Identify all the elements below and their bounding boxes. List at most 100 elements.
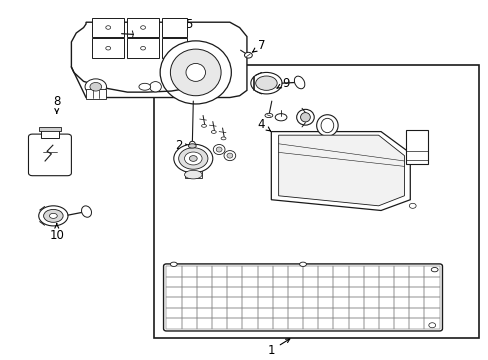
Text: 10: 10 bbox=[49, 224, 64, 242]
Ellipse shape bbox=[255, 76, 277, 90]
Bar bbox=[212, 276, 227, 287]
Ellipse shape bbox=[90, 82, 102, 91]
Ellipse shape bbox=[184, 152, 202, 165]
Bar bbox=[166, 287, 181, 297]
Ellipse shape bbox=[216, 147, 222, 152]
Bar bbox=[333, 308, 348, 318]
Bar bbox=[424, 297, 439, 308]
Ellipse shape bbox=[185, 63, 205, 81]
Bar bbox=[424, 276, 439, 287]
Bar bbox=[287, 308, 303, 318]
Bar bbox=[408, 276, 424, 287]
Bar bbox=[303, 287, 318, 297]
Bar bbox=[92, 39, 124, 58]
Bar bbox=[406, 130, 427, 164]
Bar bbox=[92, 18, 124, 37]
Polygon shape bbox=[278, 135, 404, 206]
Bar bbox=[196, 308, 212, 318]
Bar bbox=[318, 287, 333, 297]
Bar bbox=[242, 297, 257, 308]
Bar bbox=[363, 318, 378, 329]
Bar bbox=[196, 287, 212, 297]
Bar bbox=[166, 318, 181, 329]
Bar bbox=[212, 287, 227, 297]
Bar bbox=[348, 318, 363, 329]
Bar bbox=[272, 318, 287, 329]
Ellipse shape bbox=[170, 262, 177, 266]
Bar bbox=[378, 318, 393, 329]
Ellipse shape bbox=[189, 141, 195, 147]
Bar bbox=[272, 266, 287, 276]
Ellipse shape bbox=[226, 153, 232, 158]
Bar bbox=[181, 266, 196, 276]
Text: 7: 7 bbox=[252, 39, 265, 52]
Bar bbox=[287, 297, 303, 308]
Bar bbox=[424, 318, 439, 329]
Bar bbox=[318, 318, 333, 329]
Ellipse shape bbox=[184, 170, 202, 179]
Bar bbox=[181, 308, 196, 318]
Ellipse shape bbox=[275, 114, 286, 121]
Bar bbox=[257, 297, 272, 308]
Bar bbox=[257, 276, 272, 287]
Ellipse shape bbox=[299, 262, 306, 266]
Bar bbox=[378, 308, 393, 318]
Bar bbox=[378, 297, 393, 308]
Bar bbox=[242, 266, 257, 276]
Bar bbox=[181, 276, 196, 287]
Bar bbox=[272, 287, 287, 297]
Bar bbox=[318, 276, 333, 287]
Ellipse shape bbox=[188, 144, 196, 148]
Bar bbox=[272, 308, 287, 318]
Ellipse shape bbox=[428, 323, 435, 328]
Bar bbox=[303, 308, 318, 318]
Ellipse shape bbox=[244, 52, 252, 58]
Bar bbox=[227, 266, 242, 276]
Bar bbox=[242, 276, 257, 287]
Bar bbox=[242, 287, 257, 297]
Bar bbox=[184, 171, 202, 178]
Bar bbox=[162, 18, 187, 37]
Bar bbox=[196, 318, 212, 329]
Bar bbox=[318, 297, 333, 308]
Ellipse shape bbox=[81, 206, 91, 217]
Bar bbox=[181, 287, 196, 297]
Bar bbox=[181, 297, 196, 308]
Bar bbox=[212, 297, 227, 308]
Bar bbox=[363, 308, 378, 318]
Bar bbox=[333, 276, 348, 287]
Bar bbox=[318, 308, 333, 318]
Bar bbox=[287, 287, 303, 297]
Bar bbox=[408, 297, 424, 308]
Ellipse shape bbox=[43, 210, 63, 222]
Bar bbox=[333, 297, 348, 308]
Bar bbox=[393, 266, 408, 276]
Bar bbox=[378, 266, 393, 276]
Ellipse shape bbox=[221, 137, 225, 140]
Bar bbox=[86, 89, 105, 99]
Bar bbox=[333, 318, 348, 329]
Bar bbox=[257, 266, 272, 276]
Bar bbox=[303, 276, 318, 287]
Bar bbox=[363, 297, 378, 308]
Bar bbox=[333, 266, 348, 276]
Bar bbox=[257, 318, 272, 329]
FancyBboxPatch shape bbox=[28, 134, 71, 176]
Text: 1: 1 bbox=[267, 339, 289, 357]
Bar bbox=[378, 276, 393, 287]
Bar bbox=[212, 266, 227, 276]
Bar bbox=[363, 276, 378, 287]
Bar bbox=[242, 308, 257, 318]
Bar bbox=[287, 276, 303, 287]
Bar bbox=[39, 127, 61, 131]
Bar bbox=[227, 276, 242, 287]
Ellipse shape bbox=[201, 125, 206, 127]
Bar bbox=[227, 287, 242, 297]
Bar bbox=[212, 308, 227, 318]
Bar bbox=[196, 266, 212, 276]
Bar bbox=[378, 287, 393, 297]
Bar bbox=[166, 308, 181, 318]
Ellipse shape bbox=[85, 79, 106, 95]
Bar bbox=[257, 287, 272, 297]
Bar bbox=[393, 276, 408, 287]
